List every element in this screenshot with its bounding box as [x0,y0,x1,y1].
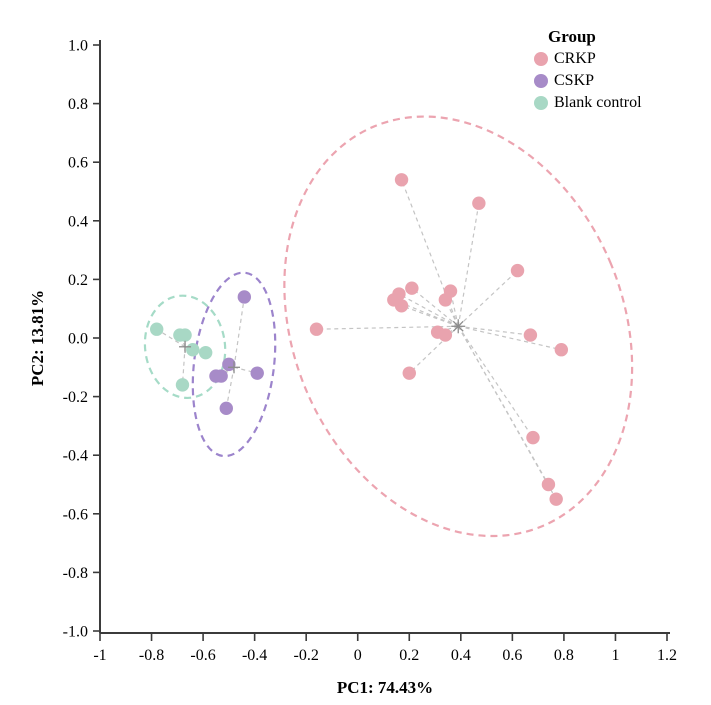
legend-swatch-icon-crkp [534,52,548,66]
x-tick-label: 0.2 [399,647,419,664]
centroid-marker-plus [228,361,241,374]
centroid-spoke [457,270,518,327]
data-point-cskp [237,290,252,304]
data-point-crkp [472,196,486,210]
centroid-spoke [401,305,459,327]
data-point-blank-control [150,322,164,336]
y-tick-label: -0.2 [63,389,88,406]
x-tick-label: -0.8 [139,647,164,664]
data-point-crkp [526,430,540,445]
data-point-cskp [219,401,233,416]
y-tick-label: 0.8 [68,96,88,113]
x-tick-label: -1 [93,647,106,664]
legend-label-crkp: CRKP [554,50,596,67]
centroid-spoke [233,296,245,368]
x-tick-label: 0.6 [502,647,522,664]
data-point-cskp [214,369,228,383]
confidence-ellipse-blank-control [143,294,227,400]
legend-items: CRKP CSKP Blank control [534,48,642,114]
data-point-blank-control [186,343,200,357]
data-point-blank-control [178,328,192,342]
data-point-crkp [402,366,416,380]
centroid-marker-plus [179,340,192,353]
x-tick-label: 0 [354,647,362,664]
x-tick-label: -0.2 [294,647,319,664]
data-point-cskp [250,366,264,380]
y-tick-label: -1.0 [63,624,88,641]
data-point-crkp [438,328,453,342]
centroid-spoke [398,293,459,327]
y-tick-label: 0.0 [68,331,88,348]
centroid-spoke [457,325,557,500]
legend-item-blank-control: Blank control [534,92,642,114]
legend-swatch-icon-blank-control [534,96,548,110]
legend-item-cskp: CSKP [534,70,642,92]
centroid-spoke [233,366,258,374]
x-tick-label: 1 [611,647,619,664]
legend-label-blank-control: Blank control [554,94,642,111]
data-point-crkp [554,343,569,357]
data-point-crkp [394,299,409,313]
y-tick-label: -0.6 [63,506,88,523]
centroid-spoke [458,325,531,336]
legend-swatch-icon-cskp [534,74,548,88]
legend-title: Group [548,27,596,46]
centroid-spoke [457,325,534,438]
y-tick-label: 1.0 [68,38,88,55]
legend-label-cskp: CSKP [554,72,595,89]
y-tick-label: -0.8 [63,565,88,582]
x-tick-label: -0.4 [242,647,267,664]
centroid-spoke [457,203,480,327]
y-tick-label: 0.4 [68,213,88,230]
centroid-spoke [156,328,186,348]
x-tick-label: -0.6 [190,647,215,664]
y-tick-label: 0.6 [68,155,88,172]
x-tick-label: 0.8 [554,647,574,664]
y-tick-label: -0.4 [63,448,88,465]
confidence-ellipse-cskp [191,271,277,458]
centroid-marker-asterisk [451,319,466,334]
centroid-spoke [411,287,459,327]
data-point-crkp [443,284,458,298]
data-point-crkp [309,322,324,336]
data-point-blank-control [175,378,190,392]
data-point-crkp [510,263,525,278]
data-point-crkp [523,328,538,342]
confidence-ellipse-crkp [283,115,634,538]
data-point-crkp [549,492,563,506]
data-point-crkp [541,477,556,492]
x-axis-title: PC1: 74.43% [336,678,434,697]
legend: Group CRKP CSKP Blank control [534,26,642,114]
centroid-spoke [458,325,562,351]
data-point-crkp [394,173,409,187]
x-tick-label: 1.2 [657,647,677,664]
legend-item-crkp: CRKP [534,48,642,70]
centroid-marker-arm [452,320,464,332]
data-point-blank-control [198,345,213,360]
data-point-crkp [405,281,419,295]
y-tick-label: 0.2 [68,272,88,289]
y-axis-title: PC2: 13.81% [28,289,47,387]
x-tick-label: 0.4 [451,647,471,664]
